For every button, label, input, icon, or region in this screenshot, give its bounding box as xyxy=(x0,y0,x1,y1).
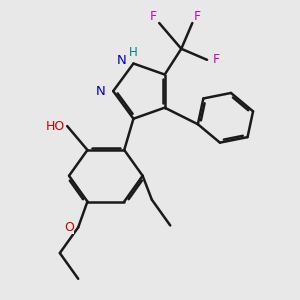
Text: O: O xyxy=(64,221,74,234)
Text: H: H xyxy=(129,46,138,59)
Text: HO: HO xyxy=(46,120,65,133)
Text: F: F xyxy=(150,10,158,23)
Text: N: N xyxy=(96,85,106,98)
Text: F: F xyxy=(194,10,201,23)
Text: F: F xyxy=(213,53,220,66)
Text: N: N xyxy=(117,54,127,67)
